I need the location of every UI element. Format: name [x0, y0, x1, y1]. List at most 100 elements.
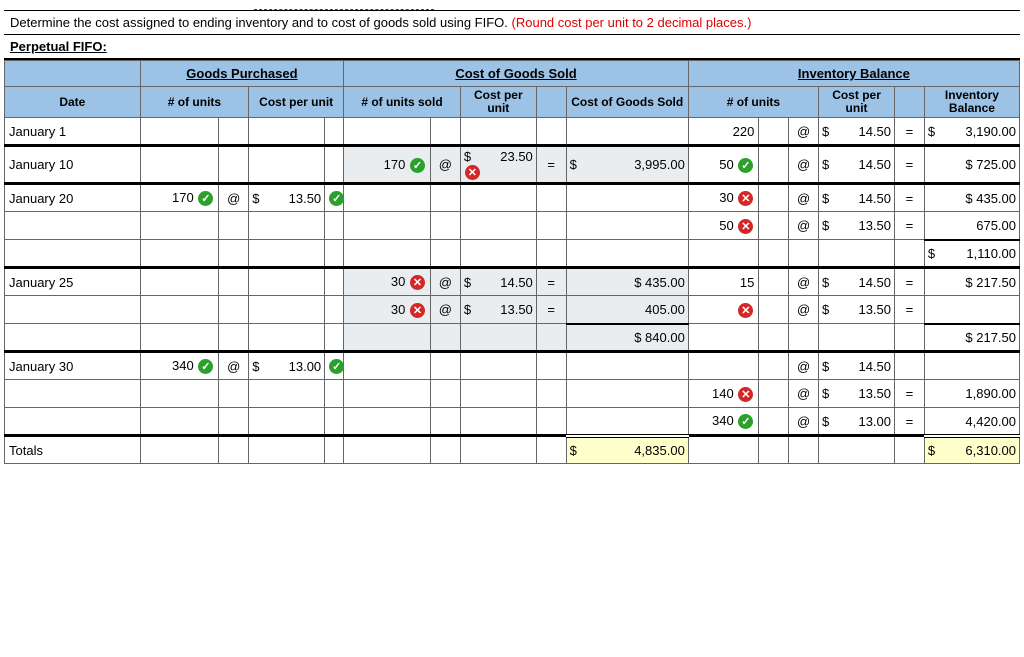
- equals-sign: [895, 436, 925, 464]
- cogs-cpu[interactable]: $13.50: [460, 296, 536, 324]
- at-symbol: [430, 408, 460, 436]
- at-symbol: [219, 380, 249, 408]
- ib-total: 4,420.00: [924, 408, 1019, 436]
- cogs-units: [344, 118, 431, 146]
- cogs-cpu: [460, 352, 536, 380]
- cogs-total: [566, 352, 688, 380]
- ib-units[interactable]: 220: [688, 118, 759, 146]
- cogs-cpu: [460, 380, 536, 408]
- cogs-units: [344, 240, 431, 268]
- ib-units[interactable]: 30 ✕: [688, 184, 759, 212]
- cogs-units: [344, 380, 431, 408]
- ib-units-mark: [759, 184, 789, 212]
- date-cell: [5, 296, 141, 324]
- ib-total: $3,190.00: [924, 118, 1019, 146]
- ib-units[interactable]: ✕: [688, 296, 759, 324]
- gp-units: [140, 212, 219, 240]
- at-symbol: @: [789, 352, 819, 380]
- ib-units-mark: [759, 268, 789, 296]
- equals-sign: =: [895, 296, 925, 324]
- equals-sign: =: [895, 212, 925, 240]
- header-goods-purchased: Goods Purchased: [140, 61, 343, 87]
- header-cogs-total: Cost of Goods Sold: [566, 87, 688, 118]
- equals-sign: =: [895, 380, 925, 408]
- cogs-cpu: [460, 118, 536, 146]
- ib-units: [688, 240, 759, 268]
- x-icon: ✕: [738, 191, 753, 206]
- equals-sign: =: [895, 184, 925, 212]
- header-ib-cpu: Cost per unit: [819, 87, 895, 118]
- gp-units: [140, 436, 219, 464]
- gp-cpu[interactable]: $13.50: [249, 184, 325, 212]
- table-row: January 1220 @$14.50=$3,190.00: [5, 118, 1020, 146]
- date-cell: January 10: [5, 146, 141, 184]
- cogs-total: $4,835.00: [566, 436, 688, 464]
- gp-units: [140, 118, 219, 146]
- fifo-table: Goods Purchased Cost of Goods Sold Inven…: [4, 60, 1020, 464]
- cogs-units[interactable]: 170 ✓: [344, 146, 431, 184]
- gp-cpu: [249, 118, 325, 146]
- gp-units: [140, 240, 219, 268]
- gp-cpu-mark: ✓: [325, 352, 344, 380]
- at-symbol: [219, 118, 249, 146]
- ib-units-mark: [759, 118, 789, 146]
- x-icon: ✕: [738, 219, 753, 234]
- gp-units[interactable]: 340 ✓: [140, 352, 219, 380]
- cogs-cpu[interactable]: $14.50: [460, 268, 536, 296]
- cogs-cpu[interactable]: $23.50✕: [460, 146, 536, 184]
- cogs-total: [566, 118, 688, 146]
- gp-cpu-mark: [325, 268, 344, 296]
- cogs-units: [344, 212, 431, 240]
- check-icon: ✓: [329, 359, 344, 374]
- ib-units-mark: [759, 296, 789, 324]
- header-row-sub: Date # of units Cost per unit # of units…: [5, 87, 1020, 118]
- cogs-total: 405.00: [566, 296, 688, 324]
- ib-units[interactable]: 15: [688, 268, 759, 296]
- x-icon: ✕: [738, 387, 753, 402]
- gp-units[interactable]: 170 ✓: [140, 184, 219, 212]
- date-cell: January 30: [5, 352, 141, 380]
- ib-total: [924, 296, 1019, 324]
- gp-cpu-mark: [325, 324, 344, 352]
- at-symbol: @: [789, 296, 819, 324]
- equals-sign: =: [895, 268, 925, 296]
- ib-units[interactable]: 50 ✓: [688, 146, 759, 184]
- header-cogs: Cost of Goods Sold: [344, 61, 689, 87]
- date-cell: [5, 380, 141, 408]
- cogs-cpu: [460, 184, 536, 212]
- header-date: Date: [5, 87, 141, 118]
- instruction-plain: Determine the cost assigned to ending in…: [10, 15, 512, 30]
- cogs-cpu: [460, 324, 536, 352]
- ib-cpu: $13.50: [819, 212, 895, 240]
- date-cell: January 20: [5, 184, 141, 212]
- cogs-units: [344, 352, 431, 380]
- ib-units[interactable]: 340 ✓: [688, 408, 759, 436]
- ib-units[interactable]: 140 ✕: [688, 380, 759, 408]
- ib-cpu: [819, 324, 895, 352]
- gp-cpu: [249, 408, 325, 436]
- at-symbol: @: [430, 146, 460, 184]
- gp-cpu-mark: ✓: [325, 184, 344, 212]
- gp-cpu: [249, 268, 325, 296]
- at-symbol: [430, 118, 460, 146]
- cogs-total: [566, 380, 688, 408]
- date-cell: [5, 408, 141, 436]
- cogs-units[interactable]: 30 ✕: [344, 296, 431, 324]
- ib-units: [688, 324, 759, 352]
- date-cell: [5, 240, 141, 268]
- x-icon: ✕: [410, 303, 425, 318]
- ib-units[interactable]: 50 ✕: [688, 212, 759, 240]
- cogs-units[interactable]: 30 ✕: [344, 268, 431, 296]
- gp-cpu: [249, 380, 325, 408]
- at-symbol: @: [789, 118, 819, 146]
- at-symbol: [430, 380, 460, 408]
- gp-cpu-mark: [325, 240, 344, 268]
- table-row: $ 840.00 $ 217.50: [5, 324, 1020, 352]
- cogs-total: [566, 408, 688, 436]
- gp-cpu[interactable]: $13.00: [249, 352, 325, 380]
- equals-sign: [536, 118, 566, 146]
- x-icon: ✕: [738, 303, 753, 318]
- table-row: Totals$4,835.00 $6,310.00: [5, 436, 1020, 464]
- ib-total: $ 435.00: [924, 184, 1019, 212]
- table-row: January 20170 ✓@$13.50✓30 ✕@$14.50=$ 435…: [5, 184, 1020, 212]
